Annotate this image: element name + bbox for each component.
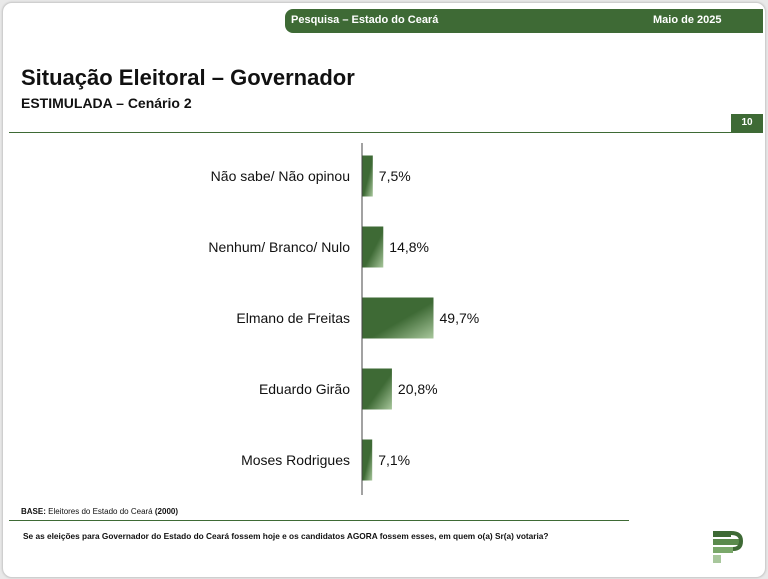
header-bar: Pesquisa – Estado do Ceará Maio de 2025: [285, 9, 763, 33]
category-label: Moses Rodrigues: [241, 452, 350, 468]
base-count: (2000): [154, 507, 178, 516]
value-label: 7,5%: [379, 168, 411, 184]
footer-divider: [9, 520, 629, 521]
value-label: 14,8%: [389, 239, 429, 255]
value-label: 7,1%: [378, 452, 410, 468]
page-title: Situação Eleitoral – Governador: [21, 65, 355, 90]
category-label: Eduardo Girão: [259, 381, 350, 397]
value-label: 20,8%: [398, 381, 438, 397]
bar: [362, 155, 373, 197]
category-label: Elmano de Freitas: [236, 310, 350, 326]
page-number: 10: [731, 114, 763, 132]
survey-label: Pesquisa – Estado do Ceará: [291, 14, 439, 26]
value-label: 49,7%: [440, 310, 480, 326]
base-note: BASE: Eleitores do Estado do Ceará (2000…: [21, 507, 178, 516]
bar: [362, 439, 373, 481]
base-label: BASE:: [21, 507, 46, 516]
brand-logo-icon: [713, 531, 743, 563]
bar: [362, 297, 434, 339]
category-label: Nenhum/ Branco/ Nulo: [208, 239, 350, 255]
date-label: Maio de 2025: [653, 14, 722, 26]
header-divider: [9, 132, 763, 133]
bar: [362, 368, 392, 410]
bar-chart: Não sabe/ Não opinou 7,5% Nenhum/ Branco/ …: [208, 143, 480, 495]
bar: [362, 226, 384, 268]
page-subtitle: ESTIMULADA – Cenário 2: [21, 95, 192, 111]
category-label: Não sabe/ Não opinou: [211, 168, 350, 184]
survey-question: Se as eleições para Governador do Estado…: [23, 531, 549, 541]
base-text: Eleitores do Estado do Ceará: [48, 507, 153, 516]
